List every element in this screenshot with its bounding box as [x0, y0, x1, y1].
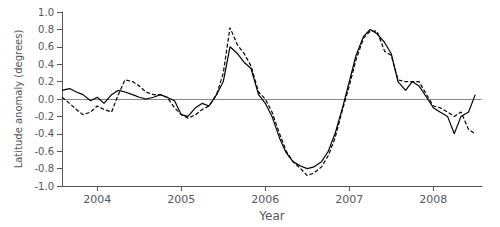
svg-text:0.2: 0.2 — [38, 76, 54, 87]
svg-text:-0.2: -0.2 — [34, 111, 54, 122]
svg-text:-0.6: -0.6 — [34, 146, 54, 157]
svg-text:0.0: 0.0 — [38, 94, 54, 105]
svg-text:0.4: 0.4 — [38, 59, 54, 70]
svg-text:Year: Year — [258, 209, 284, 223]
svg-text:2004: 2004 — [83, 193, 111, 206]
svg-text:2008: 2008 — [419, 193, 447, 206]
svg-text:1.0: 1.0 — [38, 7, 54, 18]
svg-text:2007: 2007 — [335, 193, 363, 206]
svg-text:2005: 2005 — [167, 193, 195, 206]
svg-text:-1.0: -1.0 — [34, 181, 54, 192]
svg-text:-0.4: -0.4 — [34, 128, 54, 139]
svg-text:0.8: 0.8 — [38, 24, 54, 35]
svg-text:2006: 2006 — [251, 193, 279, 206]
svg-text:0.6: 0.6 — [38, 41, 54, 52]
svg-text:Latitude anomaly (degrees): Latitude anomaly (degrees) — [13, 30, 24, 169]
svg-text:-0.8: -0.8 — [34, 163, 54, 174]
